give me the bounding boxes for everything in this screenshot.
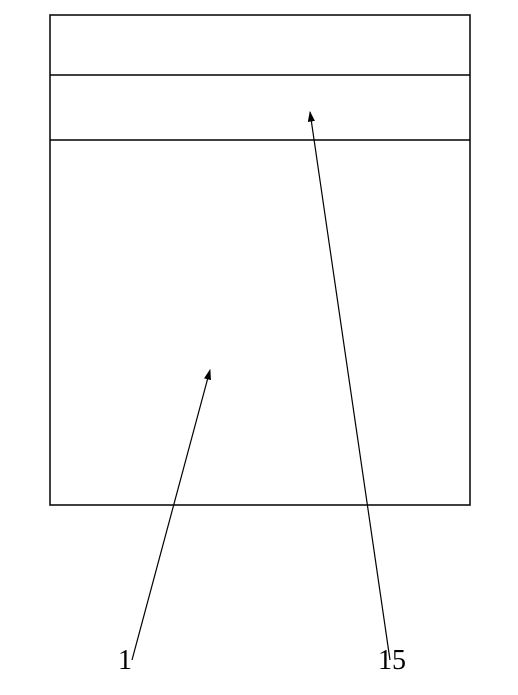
main-box xyxy=(50,15,470,505)
arrows-group xyxy=(132,112,390,660)
label-15: 15 xyxy=(378,645,406,677)
diagram-svg xyxy=(0,0,518,695)
arrow-15 xyxy=(310,112,390,660)
arrow-1 xyxy=(132,370,210,660)
technical-diagram: 1 15 xyxy=(0,0,518,695)
label-1: 1 xyxy=(118,645,132,677)
shapes-group xyxy=(50,15,470,505)
